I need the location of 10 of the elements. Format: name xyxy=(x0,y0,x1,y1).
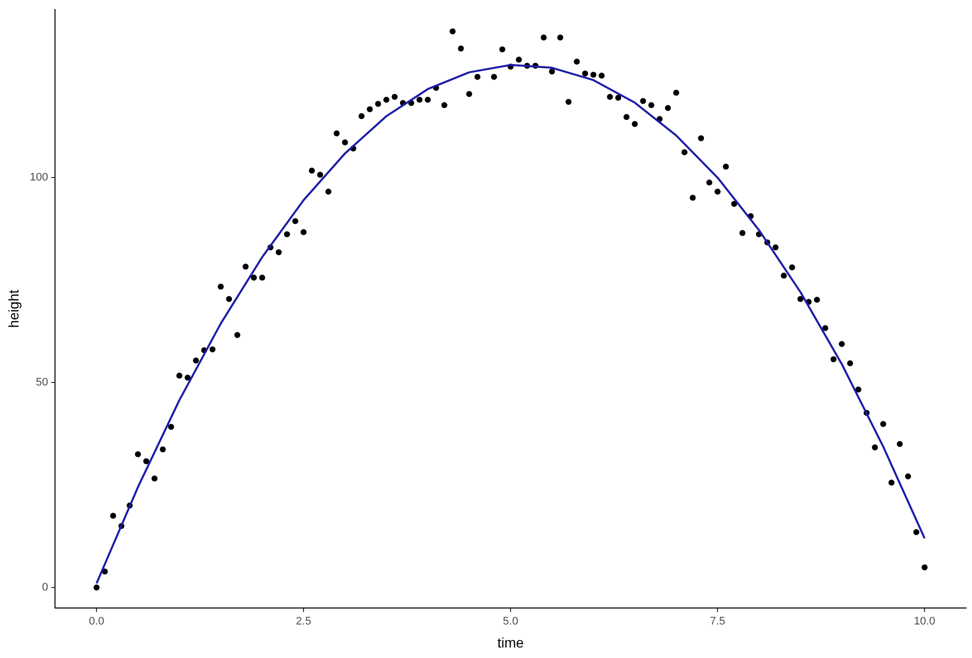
x-tick-label: 0.0 xyxy=(88,616,104,628)
y-tick-label: 0 xyxy=(42,582,48,594)
x-tick-label: 2.5 xyxy=(296,616,312,628)
y-tick-label: 100 xyxy=(30,172,48,184)
y-tick-label: 50 xyxy=(36,376,48,389)
x-tick-label: 7.5 xyxy=(710,616,726,628)
x-tick-label: 5.0 xyxy=(502,616,518,628)
x-tick-label: 10.0 xyxy=(914,616,936,628)
x-axis-title: time xyxy=(497,634,524,650)
y-axis-title: height xyxy=(5,290,22,328)
